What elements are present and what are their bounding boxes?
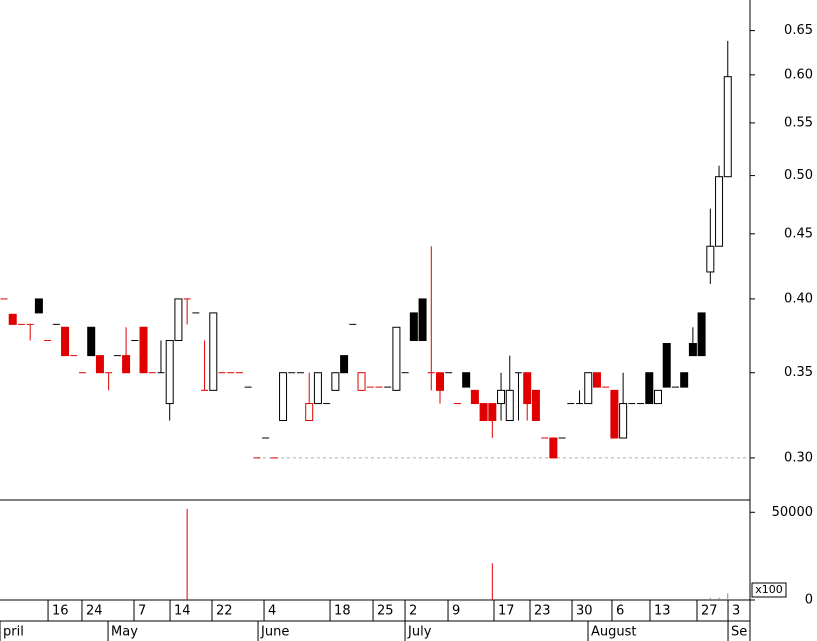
x-tick-label: 25	[377, 604, 394, 619]
candle-body	[479, 403, 488, 422]
y-tick-label: 0.40	[784, 291, 813, 306]
month-label: May	[111, 625, 138, 640]
y-tick-label: 0.30	[784, 450, 813, 465]
y-tick-label: 0.45	[784, 226, 813, 241]
volume-unit-box	[751, 582, 787, 598]
candle-body	[279, 372, 288, 422]
candle-body	[697, 312, 706, 357]
candle-body	[436, 372, 445, 391]
volume-unit: x100	[755, 583, 783, 596]
candle-body	[209, 312, 218, 391]
volume-tick-label: 50000	[772, 505, 813, 520]
month-label: pril	[3, 625, 24, 640]
candle-body	[619, 403, 628, 439]
candle-body	[645, 372, 654, 405]
candle-body	[174, 298, 183, 342]
x-tick-label: 17	[498, 604, 515, 619]
x-tick-label: 9	[452, 604, 460, 619]
candle-body	[418, 298, 427, 342]
y-tick-label: 0.60	[784, 67, 813, 82]
candle-body	[523, 372, 532, 405]
candle-body	[592, 372, 601, 388]
x-tick-label: 14	[174, 604, 191, 619]
candle-body	[87, 326, 96, 357]
candle-body	[409, 312, 418, 342]
candle-body	[313, 372, 322, 405]
candle-body	[8, 313, 17, 325]
x-tick-label: 16	[52, 604, 69, 619]
candle-body	[688, 342, 697, 357]
candle-body	[462, 372, 471, 388]
x-tick-label: 4	[268, 604, 276, 619]
candle-body	[34, 298, 43, 314]
candle-body	[505, 389, 514, 422]
x-tick-label: 23	[534, 604, 551, 619]
x-tick-label: 2	[409, 604, 417, 619]
candle-body	[357, 372, 366, 391]
candle-body	[723, 76, 732, 178]
month-label: June	[260, 625, 289, 640]
y-tick-label: 0.55	[784, 115, 813, 130]
candle-body	[95, 355, 104, 374]
candle-body	[305, 403, 314, 422]
candle-body	[706, 245, 715, 273]
x-tick-label: 7	[138, 604, 146, 619]
candle-body	[122, 355, 131, 374]
candle-body	[610, 389, 619, 439]
y-tick-label: 0.50	[784, 168, 813, 183]
candle-body	[61, 326, 70, 357]
x-tick-label: 30	[576, 604, 593, 619]
volume-tick-label: 0	[805, 593, 813, 608]
candle-body	[531, 389, 540, 422]
candle-body	[340, 355, 349, 374]
candle-body	[549, 437, 558, 459]
candle-body	[139, 326, 148, 374]
x-tick-label: 18	[334, 604, 351, 619]
x-tick-label: 13	[654, 604, 671, 619]
candle-body	[584, 372, 593, 405]
month-label: Se	[731, 625, 747, 640]
candle-body	[392, 326, 401, 391]
candle-body	[488, 403, 497, 422]
candle-body	[165, 340, 174, 405]
x-tick-label: 3	[732, 604, 740, 619]
candle-body	[331, 372, 340, 391]
y-tick-label: 0.35	[784, 365, 813, 380]
x-tick-label: 27	[701, 604, 718, 619]
y-tick-label: 0.65	[784, 23, 813, 38]
candle-body	[497, 389, 506, 405]
candle-body	[654, 389, 663, 405]
month-label: July	[407, 625, 432, 640]
x-tick-label: 6	[616, 604, 624, 619]
candle-body	[470, 389, 479, 405]
x-tick-label: 22	[216, 604, 233, 619]
x-tick-label: 24	[86, 604, 103, 619]
candle-body	[680, 372, 689, 388]
candle-body	[715, 176, 724, 247]
candle-body	[662, 342, 671, 388]
month-label: August	[591, 625, 637, 640]
